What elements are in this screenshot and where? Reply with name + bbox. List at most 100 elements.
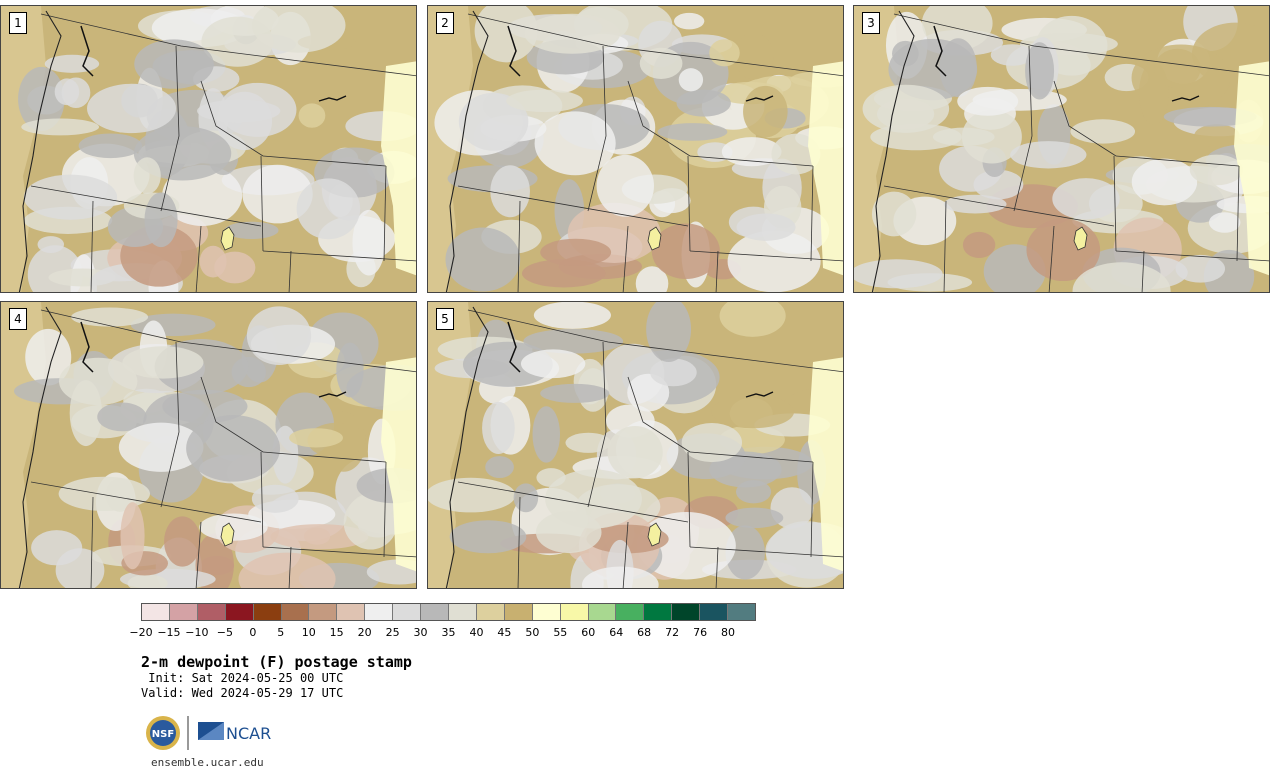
dewpoint-contour [565, 432, 612, 453]
colorbar-tick-label: 45 [497, 626, 512, 639]
colorbar-tick-label: −5 [216, 626, 233, 639]
colorbar-swatch [728, 604, 755, 620]
dewpoint-contour [711, 395, 795, 429]
colorbar-swatch [672, 604, 701, 620]
postage-stamp-map-5: 5 [427, 301, 844, 589]
dewpoint-contour [646, 302, 692, 362]
dewpoint-contour [540, 238, 612, 266]
dewpoint-contour [289, 428, 343, 448]
moist-region [381, 357, 416, 572]
dewpoint-contour [681, 422, 743, 463]
dewpoint-contour [1175, 254, 1226, 283]
dewpoint-contour [725, 507, 784, 529]
state-boundary [383, 461, 387, 558]
dewpoint-contour [990, 44, 1034, 66]
colorbar-swatch [616, 604, 645, 620]
state-boundary [40, 309, 416, 373]
colorbar-tick-label: −20 [129, 626, 153, 639]
reservoir [318, 391, 347, 398]
state-boundary [262, 155, 387, 167]
moist-region [808, 357, 843, 572]
dewpoint-contour [44, 54, 100, 73]
state-boundary [262, 250, 416, 262]
colorbar-tick-label: 30 [413, 626, 428, 639]
dewpoint-contour [251, 484, 299, 513]
state-boundary [689, 451, 814, 463]
colorbar-tick-label: 55 [553, 626, 568, 639]
dewpoint-contour [485, 456, 514, 479]
dewpoint-contour [1208, 212, 1241, 233]
dewpoint-contour [238, 552, 336, 588]
colorbar-tick-label: 64 [609, 626, 624, 639]
dewpoint-contour [296, 178, 361, 240]
init-time: Init: Sat 2024-05-25 00 UTC [141, 671, 344, 685]
nsf-logo-text: NSF [152, 729, 174, 740]
ncar-logo-icon: NCAR [198, 722, 271, 743]
dewpoint-contour [164, 516, 201, 567]
dewpoint-contour [673, 12, 705, 30]
coastline [445, 10, 489, 292]
colorbar-swatch [421, 604, 449, 620]
dewpoint-contour [1189, 154, 1244, 186]
colorbar-swatch [309, 604, 338, 620]
colorbar-tick-label: −10 [185, 626, 209, 639]
state-boundary [383, 165, 387, 262]
colorbar-tick-label: 68 [637, 626, 652, 639]
puget-sound [507, 25, 521, 77]
logos: NSF NCAR [146, 716, 271, 750]
reservoir [318, 95, 347, 102]
website-url: ensemble.ucar.edu [151, 756, 264, 769]
dewpoint-contour [734, 32, 774, 80]
puget-sound [933, 25, 947, 77]
state-boundary [1141, 250, 1145, 292]
dewpoint-contour [939, 38, 977, 98]
colorbar [141, 603, 756, 621]
great-salt-lake [1073, 226, 1088, 251]
postage-stamp-map-3: 3 [853, 5, 1270, 293]
state-boundary [627, 376, 691, 453]
panel-number: 3 [862, 12, 880, 34]
coastline [18, 10, 62, 292]
dewpoint-contour [482, 401, 515, 455]
nsf-logo-icon: NSF [146, 716, 180, 750]
dewpoint-contour [71, 307, 149, 327]
colorbar-tick-label: −15 [157, 626, 181, 639]
dewpoint-contour [1154, 48, 1201, 89]
dewpoint-contour [854, 259, 943, 289]
puget-sound [80, 25, 94, 77]
state-boundary [467, 309, 843, 373]
state-boundary [715, 250, 719, 292]
dewpoint-contour [506, 89, 583, 113]
dewpoint-contour [134, 39, 214, 89]
valid-time: Valid: Wed 2024-05-29 17 UTC [141, 686, 344, 700]
dewpoint-contour [122, 346, 204, 379]
state-boundary [1013, 45, 1033, 212]
postage-stamp-map-4: 4 [0, 301, 417, 589]
dewpoint-contour [721, 137, 782, 167]
colorbar-swatch [365, 604, 394, 620]
dewpoint-contour [1194, 124, 1240, 147]
state-boundary [90, 200, 94, 292]
moist-region [1234, 61, 1269, 276]
dewpoint-contour [449, 520, 527, 554]
dewpoint-contour [639, 47, 683, 79]
state-boundary [1053, 80, 1117, 157]
state-boundary [587, 45, 607, 212]
state-boundary [715, 546, 719, 588]
state-boundary [260, 451, 264, 548]
dewpoint-contour [877, 98, 935, 130]
dewpoint-contour [37, 236, 65, 254]
dewpoint-contour [31, 530, 83, 566]
great-salt-lake [647, 226, 662, 251]
dewpoint-contour [596, 154, 654, 217]
dewpoint-contour [534, 111, 616, 176]
state-boundary [195, 521, 202, 588]
dewpoint-map [1, 6, 416, 292]
state-boundary [262, 546, 416, 558]
dewpoint-contour [445, 227, 521, 292]
dewpoint-contour [298, 103, 326, 128]
state-boundary [200, 376, 264, 453]
dewpoint-map [1, 302, 416, 588]
state-boundary [262, 451, 387, 463]
colorbar-swatch [700, 604, 729, 620]
